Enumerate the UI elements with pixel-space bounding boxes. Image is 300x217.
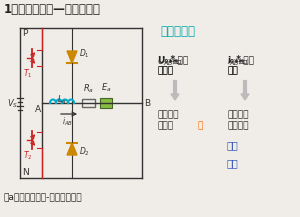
Text: 电磁转矩: 电磁转矩 (227, 110, 248, 119)
Text: $L_a$: $L_a$ (57, 94, 67, 107)
Text: A: A (35, 105, 41, 114)
Text: $T_2$: $T_2$ (23, 150, 32, 163)
Text: i₀⁂可正: i₀⁂可正 (227, 55, 254, 65)
Text: $V_S$: $V_S$ (7, 98, 18, 110)
Polygon shape (67, 51, 77, 63)
Text: 制动: 制动 (227, 158, 239, 168)
Polygon shape (241, 94, 249, 100)
Text: $i_{AB}$: $i_{AB}$ (62, 115, 74, 128)
Text: $U_{AB}$始终: $U_{AB}$始终 (157, 55, 184, 67)
Text: 工作状态：: 工作状态： (160, 25, 195, 38)
Text: $R_a$: $R_a$ (83, 82, 94, 95)
Text: U₀⁂始终: U₀⁂始终 (157, 55, 188, 65)
Text: 电动: 电动 (227, 140, 239, 150)
Text: 电机转向: 电机转向 (157, 110, 178, 119)
Text: $D_1$: $D_1$ (79, 48, 90, 60)
Text: B: B (144, 99, 150, 107)
Polygon shape (67, 143, 77, 155)
Polygon shape (171, 94, 179, 100)
Text: $E_a$: $E_a$ (101, 82, 111, 94)
Text: $i_{AB}$可正: $i_{AB}$可正 (227, 55, 250, 67)
Text: N: N (22, 168, 29, 177)
Text: $D_2$: $D_2$ (79, 146, 90, 158)
Text: 正: 正 (197, 121, 203, 130)
Text: 大于零: 大于零 (157, 66, 173, 75)
Text: 大于零: 大于零 (157, 66, 173, 75)
Text: 可负: 可负 (227, 66, 238, 75)
Text: P: P (22, 29, 27, 38)
Text: $T_1$: $T_1$ (23, 68, 32, 81)
Text: （a）两象限直流-直流变换电路: （a）两象限直流-直流变换电路 (4, 193, 83, 202)
Text: 1、两象限直流—直流变换器: 1、两象限直流—直流变换器 (4, 3, 101, 16)
Text: 可负: 可负 (227, 66, 238, 75)
Text: 始终为: 始终为 (157, 121, 173, 130)
Text: 可正可负: 可正可负 (227, 121, 248, 130)
FancyBboxPatch shape (100, 98, 112, 108)
